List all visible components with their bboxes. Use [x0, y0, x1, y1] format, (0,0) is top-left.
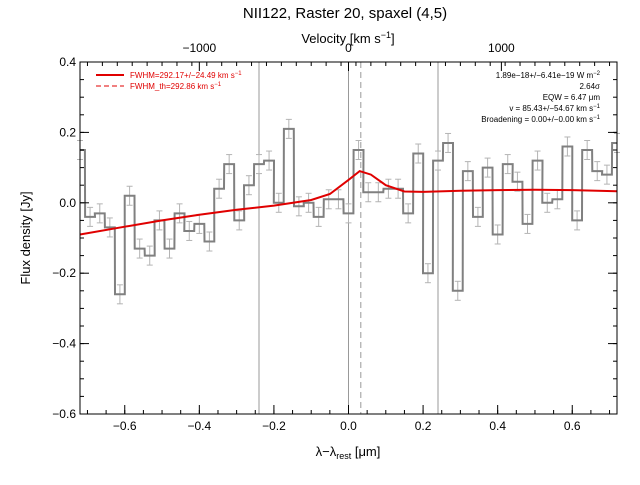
- top-axis-label-sup: −1: [381, 30, 391, 40]
- x-axis-label: λ−λrest [μm]: [316, 444, 381, 461]
- annotation-sigma: 2.64σ: [579, 82, 600, 91]
- annotation-eqw: EQW = 6.47 μm: [543, 93, 601, 102]
- x-tick-label-0: −0.6: [113, 419, 137, 433]
- x-tick-label-6: 0.6: [564, 419, 581, 433]
- y-tick-label-3: 0.0: [59, 196, 76, 210]
- annotation-flux: 1.89e−18+/−6.41e−19 W m−2: [496, 71, 601, 80]
- chart-title: NII122, Raster 20, spaxel (4,5): [243, 5, 447, 22]
- y-tick-label-1: −0.4: [52, 337, 76, 351]
- x-axis-label-sub: rest: [336, 451, 352, 461]
- top-tick-label-1: 0: [345, 41, 352, 55]
- legend-label-fwhm-th: FWHM_th=292.86 km s−1: [130, 82, 222, 91]
- fit-curve: [79, 169, 618, 236]
- y-tick-label-0: −0.6: [52, 407, 76, 421]
- x-axis-label-unit: [μm]: [351, 444, 380, 459]
- y-axis-label: Flux density [Jy]: [18, 191, 33, 284]
- plot-layer: −0.6 −0.4 −0.2 0.0 0.2 0.4 0.6 −1000 0 1000 −0.6 −0…: [52, 41, 620, 433]
- x-tick-label-4: 0.2: [415, 419, 432, 433]
- spectrum-step-line: [80, 127, 617, 296]
- top-axis-label-text: Velocity [km s: [301, 31, 381, 46]
- top-tick-label-2: 1000: [488, 41, 515, 55]
- x-axis-label-text: λ−λ: [316, 444, 337, 459]
- y-tick-label-5: 0.4: [59, 55, 76, 69]
- annotations: 1.89e−18+/−6.41e−19 W m−2 2.64σ EQW = 6.…: [481, 71, 600, 124]
- x-tick-label-2: −0.2: [262, 419, 286, 433]
- top-axis-label-end: ]: [391, 31, 395, 46]
- top-tick-label-0: −1000: [182, 41, 216, 55]
- x-tick-label-3: 0.0: [340, 419, 357, 433]
- x-tick-label-5: 0.4: [489, 419, 506, 433]
- x-tick-label-1: −0.4: [187, 419, 211, 433]
- legend: FWHM=292.17+/−24.49 km s−1 FWHM_th=292.8…: [96, 71, 242, 91]
- legend-label-fwhm: FWHM=292.17+/−24.49 km s−1: [130, 71, 242, 80]
- annotation-broadening: Broadening = 0.00+/−0.00 km s−1: [481, 115, 600, 124]
- annotation-velocity: v = 85.43+/−54.67 km s−1: [509, 104, 600, 113]
- top-axis-label: Velocity [km s−1]: [301, 30, 394, 46]
- y-tick-label-4: 0.2: [59, 125, 76, 139]
- y-tick-label-2: −0.2: [52, 266, 76, 280]
